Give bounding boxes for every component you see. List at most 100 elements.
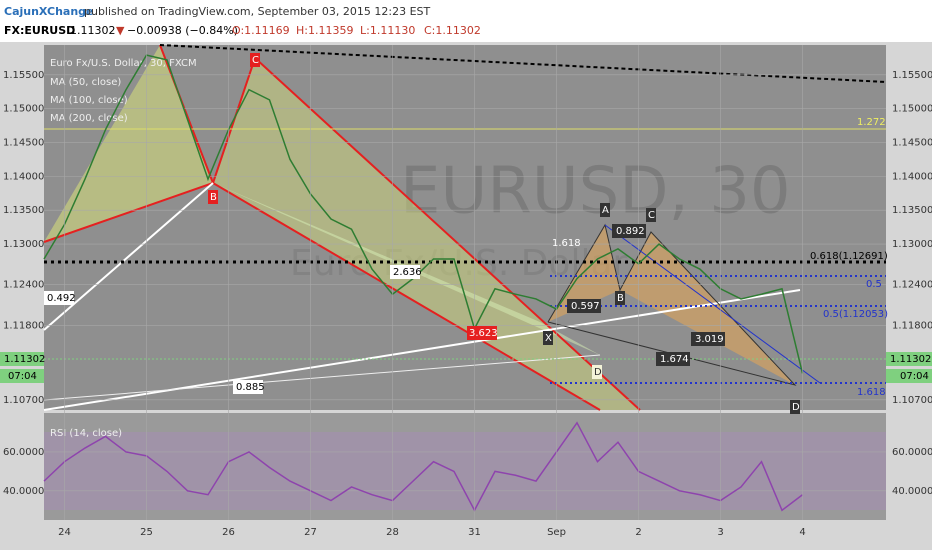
point-box xyxy=(250,53,260,67)
annotation: 1.618 xyxy=(552,238,581,249)
point-box xyxy=(543,331,553,345)
indicator-label: MA (200, close) xyxy=(50,113,128,124)
y-tick-label: 1.14000 xyxy=(892,171,932,182)
publisher[interactable]: CajunXChange xyxy=(4,5,94,18)
y-tick-label: 1.15500 xyxy=(892,70,932,81)
point-box xyxy=(208,190,218,204)
price-tag-label: 1.11302 xyxy=(4,354,45,365)
label-box xyxy=(390,265,420,279)
annotation: 0.618(1.12691) xyxy=(810,251,888,262)
point-box xyxy=(790,400,800,414)
label-box xyxy=(656,352,690,366)
annotation: 3.623 xyxy=(469,328,498,339)
price-tag xyxy=(886,352,932,366)
x-tick-label: 4 xyxy=(799,527,805,538)
pattern-line xyxy=(254,57,641,411)
harmonic-fill xyxy=(620,232,795,385)
annotation: 0.5(1.12053) xyxy=(823,309,888,320)
point-label: X xyxy=(545,333,552,344)
pattern-fill xyxy=(44,45,213,242)
symbol: FX:EURUSD xyxy=(4,24,75,37)
label-box xyxy=(467,326,497,340)
y-tick-label: 1.12400 xyxy=(892,280,932,291)
harmonic-fill xyxy=(548,225,620,322)
high: H:1.11359 xyxy=(296,24,353,37)
annotation: 2.636 xyxy=(393,267,422,278)
y-tick-label: 1.15000 xyxy=(3,104,44,115)
y-tick-label: 1.14500 xyxy=(3,138,44,149)
published: published on TradingView.com, September … xyxy=(84,5,431,18)
point-label: A xyxy=(602,205,609,216)
x-tick-label: Sep xyxy=(547,527,566,538)
time-tag-label: 07:04 xyxy=(900,371,929,382)
y-tick-label: 1.14000 xyxy=(3,171,44,182)
y-tick-label: 60.0000 xyxy=(892,447,932,458)
change: −0.00938 (−0.84%) xyxy=(127,24,238,37)
dotted-line xyxy=(159,44,887,83)
arrow: ▼ xyxy=(116,24,125,37)
indicator-label: MA (50, close) xyxy=(50,77,121,88)
series-line xyxy=(43,54,804,374)
point-label: C xyxy=(252,55,259,66)
annotation: 3.019 xyxy=(695,334,724,345)
y-tick-label: 1.11800 xyxy=(3,320,44,331)
y-tick-label: 1.13000 xyxy=(3,239,44,250)
label-box xyxy=(691,332,725,346)
label-box xyxy=(567,299,601,313)
x-tick-label: 28 xyxy=(386,527,399,538)
x-tick-label: 3 xyxy=(717,527,723,538)
point-label: C xyxy=(648,210,655,221)
x-tick-label: 24 xyxy=(58,527,71,538)
annotation: 1.674 xyxy=(660,354,689,365)
point-label: B xyxy=(210,192,217,203)
open: O:1.11169 xyxy=(232,24,290,37)
y-tick-label: 1.13500 xyxy=(3,205,44,216)
last-price: 1.11302 xyxy=(70,24,116,37)
trend-line xyxy=(43,182,214,331)
close: C:1.11302 xyxy=(424,24,481,37)
time-tag-label: 07:04 xyxy=(8,371,37,382)
x-tick-label: 25 xyxy=(140,527,153,538)
pattern-line xyxy=(159,44,214,184)
y-tick-label: 40.0000 xyxy=(892,486,932,497)
point-box xyxy=(615,291,625,305)
y-tick-label: 1.10700 xyxy=(892,395,932,406)
y-tick-label: 60.0000 xyxy=(3,447,44,458)
y-tick-label: 1.15000 xyxy=(892,104,932,115)
pattern-line xyxy=(212,182,601,411)
x-tick-label: 31 xyxy=(468,527,481,538)
annotation: 1.618 xyxy=(857,387,886,398)
trend-line xyxy=(43,354,601,401)
y-tick-label: 1.10700 xyxy=(3,395,44,406)
annotation: 1.272 xyxy=(857,117,886,128)
y-tick-label: 1.14500 xyxy=(892,138,932,149)
y-tick-label: 1.13500 xyxy=(892,205,932,216)
x-tick-label: 26 xyxy=(222,527,235,538)
annotation: 0.597 xyxy=(571,301,600,312)
annotation: 0.892 xyxy=(616,226,645,237)
label-box xyxy=(612,224,646,238)
y-tick-label: 40.0000 xyxy=(3,486,44,497)
label-box xyxy=(44,291,74,305)
watermark: EURUSD, 30 xyxy=(400,155,791,229)
label-box xyxy=(233,380,263,394)
rsi-title: RSI (14, close) xyxy=(50,428,122,439)
time-tag xyxy=(886,369,932,383)
series-line xyxy=(43,421,803,512)
price-tag xyxy=(0,352,44,366)
y-tick-label: 1.13000 xyxy=(892,239,932,250)
point-label: D xyxy=(594,367,602,378)
annotation: 0.5 xyxy=(866,279,882,290)
price-tag-label: 1.11302 xyxy=(890,354,931,365)
rsi-band xyxy=(44,432,886,510)
point-label: B xyxy=(617,293,624,304)
annotation: 0.885 xyxy=(236,382,265,393)
indicator-label: MA (100, close) xyxy=(50,95,128,106)
chart-title: Euro Fx/U.S. Dollar, 30, FXCM xyxy=(50,58,197,69)
low: L:1.11130 xyxy=(360,24,415,37)
harmonic-line xyxy=(604,224,821,384)
y-tick-label: 1.11800 xyxy=(892,320,932,331)
point-box xyxy=(646,208,656,222)
time-tag xyxy=(0,369,44,383)
